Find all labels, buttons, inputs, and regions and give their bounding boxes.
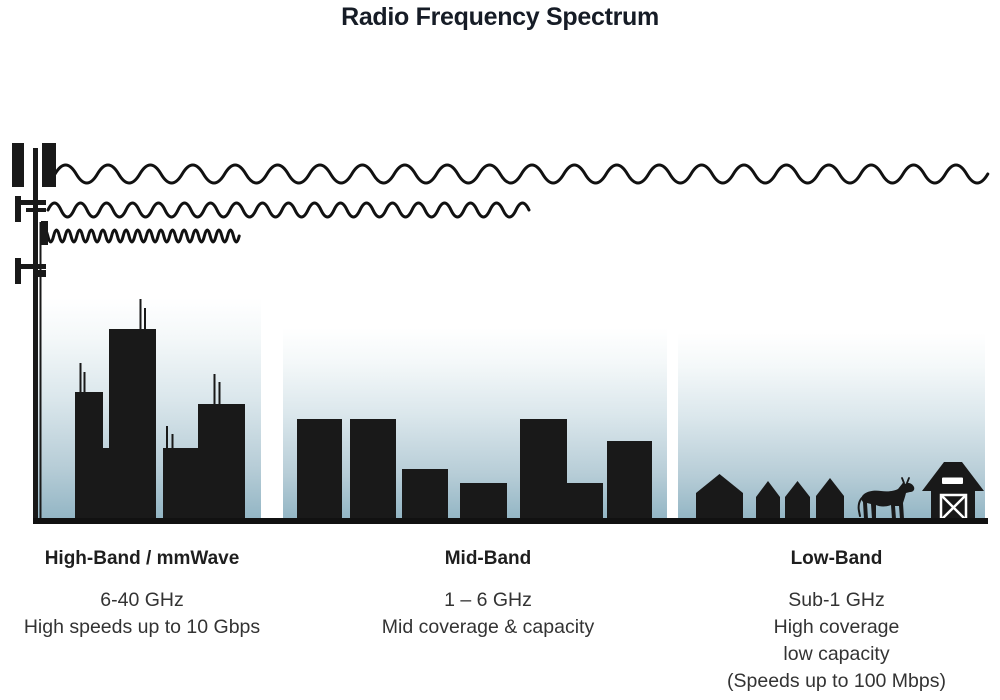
low-band-description-1: High coverage	[773, 616, 900, 638]
ground-line	[33, 518, 988, 524]
cow-icon	[857, 477, 915, 519]
mid-band-wave-icon	[46, 201, 531, 219]
low-band-label-group: Low-Band Sub-1 GHz High coverage low cap…	[708, 548, 965, 695]
mid-band-frequency: 1 – 6 GHz	[444, 589, 532, 611]
low-band-speed: (Speeds up to 100 Mbps)	[727, 670, 946, 692]
radio-waves	[40, 163, 990, 244]
diagram-title: Radio Frequency Spectrum	[341, 3, 659, 31]
high-band-description: High speeds up to 10 Gbps	[23, 616, 261, 638]
mid-band-label-group: Mid-Band 1 – 6 GHz Mid coverage & capaci…	[360, 548, 616, 641]
low-band-wave-icon	[53, 163, 990, 185]
mid-band-heading: Mid-Band	[444, 548, 532, 569]
low-band-frequency: Sub-1 GHz	[788, 589, 885, 611]
low-band-description-2: low capacity	[783, 643, 890, 665]
skyscrapers-icon	[75, 299, 245, 522]
high-band-label-group: High-Band / mmWave 6-40 GHz High speeds …	[14, 548, 270, 641]
high-band-frequency: 6-40 GHz	[100, 589, 184, 611]
barn-icon	[922, 462, 984, 522]
high-band-wave-icon	[40, 228, 241, 244]
mid-band-description: Mid coverage & capacity	[381, 616, 595, 638]
low-band-heading: Low-Band	[790, 548, 883, 569]
midrise-buildings-icon	[297, 419, 652, 522]
cell-tower-icon	[12, 143, 56, 522]
houses-icon	[696, 474, 844, 522]
high-band-heading: High-Band / mmWave	[44, 548, 240, 569]
rooftop-antennas	[79, 299, 221, 448]
